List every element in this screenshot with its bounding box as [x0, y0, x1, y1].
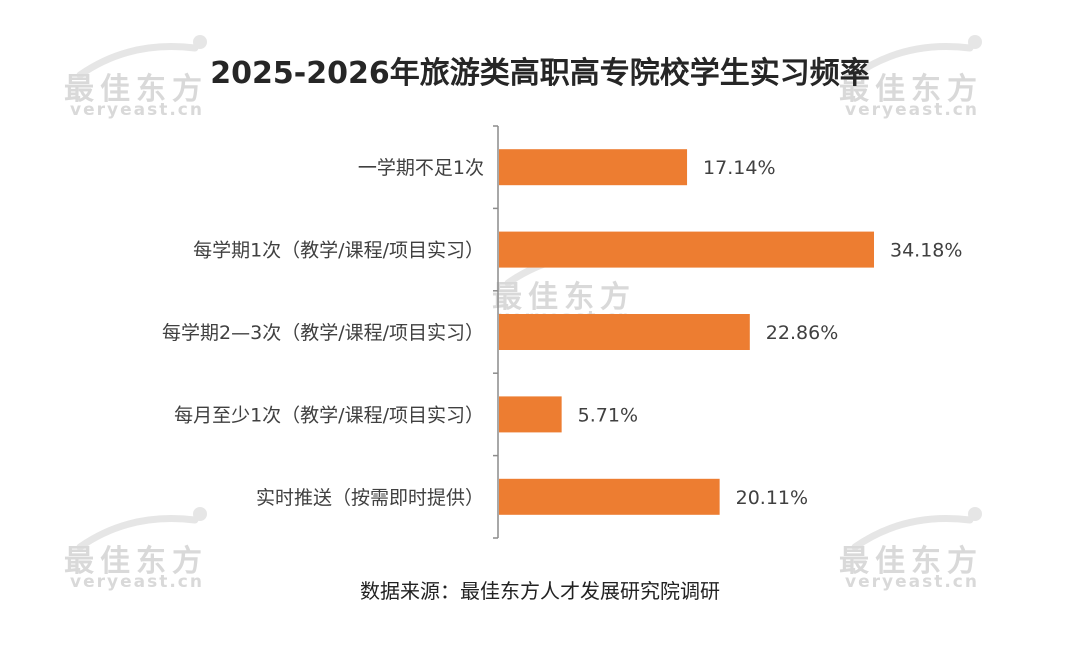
- data-label: 17.14%: [703, 157, 775, 179]
- data-label: 34.18%: [890, 240, 962, 262]
- data-label: 20.11%: [736, 487, 808, 509]
- data-label: 22.86%: [766, 322, 838, 344]
- bar: [499, 396, 562, 433]
- category-label: 一学期不足1次: [358, 157, 484, 179]
- category-label: 实时推送（按需即时提供）: [256, 487, 484, 509]
- category-label: 每月至少1次（教学/课程/项目实习）: [174, 404, 484, 426]
- bar: [499, 231, 875, 268]
- data-source-note: 数据来源：最佳东方人才发展研究院调研: [360, 579, 720, 603]
- chart-title: 2025-2026年旅游类高职高专院校学生实习频率: [210, 56, 870, 91]
- bar: [499, 314, 750, 350]
- data-label: 5.71%: [578, 404, 638, 426]
- category-label: 每学期1次（教学/课程/项目实习）: [193, 240, 484, 262]
- bar: [499, 478, 720, 515]
- category-label: 每学期2—3次（教学/课程/项目实习）: [162, 322, 484, 344]
- bar: [499, 149, 688, 186]
